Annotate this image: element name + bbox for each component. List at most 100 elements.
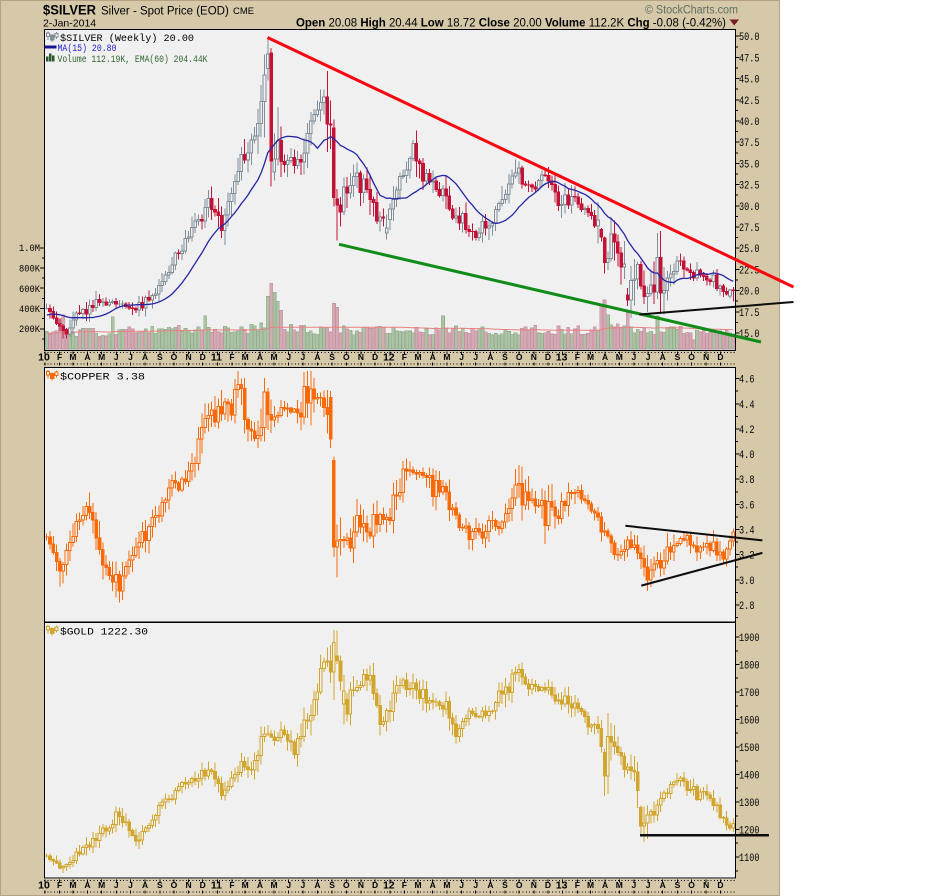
svg-text:1400: 1400 [739, 771, 760, 783]
svg-text:1100: 1100 [739, 853, 760, 865]
svg-text:A: A [84, 352, 90, 362]
svg-text:J: J [114, 352, 119, 362]
svg-text:D: D [200, 352, 206, 362]
svg-text:J: J [473, 880, 478, 890]
svg-text:O: O [171, 880, 178, 890]
svg-text:J: J [128, 880, 133, 890]
svg-text:A: A [660, 352, 666, 362]
svg-text:17.5: 17.5 [739, 308, 760, 320]
svg-text:13: 13 [556, 352, 568, 364]
svg-text:F: F [575, 352, 580, 362]
svg-text:200K: 200K [19, 324, 41, 336]
svg-text:© StockCharts.com: © StockCharts.com [645, 5, 738, 17]
svg-text:800K: 800K [19, 264, 41, 276]
svg-text:M: M [415, 352, 422, 362]
svg-text:S: S [502, 880, 508, 890]
svg-text:J: J [114, 880, 119, 890]
svg-text:F: F [575, 880, 580, 890]
svg-text:20.0: 20.0 [739, 287, 760, 299]
svg-text:1900: 1900 [739, 633, 760, 645]
svg-text:J: J [459, 880, 464, 890]
svg-text:M: M [587, 352, 594, 362]
svg-text:O: O [343, 880, 350, 890]
svg-text:$COPPER 3.38: $COPPER 3.38 [60, 372, 145, 384]
svg-text:J: J [286, 352, 291, 362]
svg-text:N: N [186, 880, 192, 890]
svg-text:12: 12 [383, 880, 395, 892]
svg-text:M: M [415, 880, 422, 890]
svg-text:2.8: 2.8 [739, 601, 755, 613]
svg-text:50.0: 50.0 [739, 32, 760, 44]
svg-text:F: F [229, 880, 234, 890]
svg-text:M: M [98, 880, 105, 890]
svg-text:A: A [314, 352, 320, 362]
svg-text:M: M [271, 880, 278, 890]
svg-text:F: F [229, 352, 234, 362]
svg-text:J: J [286, 880, 291, 890]
svg-text:1500: 1500 [739, 743, 760, 755]
svg-text:D: D [545, 352, 551, 362]
svg-text:A: A [257, 880, 263, 890]
svg-text:400K: 400K [19, 304, 41, 316]
svg-text:1700: 1700 [739, 688, 760, 700]
svg-text:J: J [473, 352, 478, 362]
svg-text:A: A [430, 880, 436, 890]
svg-text:S: S [329, 352, 335, 362]
svg-text:A: A [257, 352, 263, 362]
svg-text:M: M [98, 352, 105, 362]
svg-text:N: N [186, 352, 192, 362]
svg-text:J: J [632, 880, 637, 890]
svg-text:12: 12 [383, 352, 395, 364]
svg-text:45.0: 45.0 [739, 75, 760, 87]
svg-text:O: O [516, 352, 523, 362]
svg-text:N: N [358, 352, 364, 362]
svg-text:37.5: 37.5 [739, 138, 760, 150]
svg-text:F: F [57, 880, 62, 890]
svg-text:S: S [675, 352, 681, 362]
svg-text:27.5: 27.5 [739, 223, 760, 235]
svg-text:J: J [301, 880, 306, 890]
svg-text:S: S [157, 352, 163, 362]
svg-text:D: D [372, 352, 378, 362]
svg-text:M: M [587, 880, 594, 890]
svg-text:42.5: 42.5 [739, 96, 760, 108]
svg-text:4.4: 4.4 [739, 400, 755, 412]
svg-text:1300: 1300 [739, 798, 760, 810]
svg-text:M: M [69, 352, 76, 362]
svg-text:A: A [314, 880, 320, 890]
svg-text:S: S [502, 352, 508, 362]
svg-text:O: O [343, 352, 350, 362]
svg-text:4.2: 4.2 [739, 425, 755, 437]
svg-text:D: D [717, 352, 723, 362]
svg-text:3.4: 3.4 [739, 526, 755, 538]
svg-text:N: N [531, 352, 537, 362]
svg-text:600K: 600K [19, 284, 41, 296]
svg-text:J: J [459, 352, 464, 362]
svg-text:$SILVER (Weekly) 20.00: $SILVER (Weekly) 20.00 [60, 33, 194, 45]
svg-text:13: 13 [556, 880, 568, 892]
svg-text:D: D [545, 880, 551, 890]
svg-text:A: A [84, 880, 90, 890]
svg-text:A: A [430, 352, 436, 362]
svg-text:N: N [703, 352, 709, 362]
svg-text:O: O [171, 352, 178, 362]
svg-text:D: D [372, 880, 378, 890]
svg-text:$GOLD 1222.30: $GOLD 1222.30 [60, 627, 148, 639]
svg-text:N: N [531, 880, 537, 890]
svg-text:J: J [632, 352, 637, 362]
svg-text:J: J [128, 352, 133, 362]
svg-text:1600: 1600 [739, 716, 760, 728]
svg-text:30.0: 30.0 [739, 202, 760, 214]
svg-text:F: F [57, 352, 62, 362]
svg-text:Silver - Spot Price (EOD): Silver - Spot Price (EOD) [101, 6, 229, 18]
svg-text:N: N [703, 880, 709, 890]
svg-text:S: S [329, 880, 335, 890]
svg-text:M: M [616, 352, 623, 362]
svg-text:11: 11 [211, 880, 222, 892]
svg-text:M: M [271, 352, 278, 362]
svg-text:4.0: 4.0 [739, 450, 755, 462]
svg-text:1800: 1800 [739, 661, 760, 673]
svg-text:J: J [646, 352, 651, 362]
svg-text:10: 10 [38, 880, 50, 892]
svg-text:M: M [443, 880, 450, 890]
